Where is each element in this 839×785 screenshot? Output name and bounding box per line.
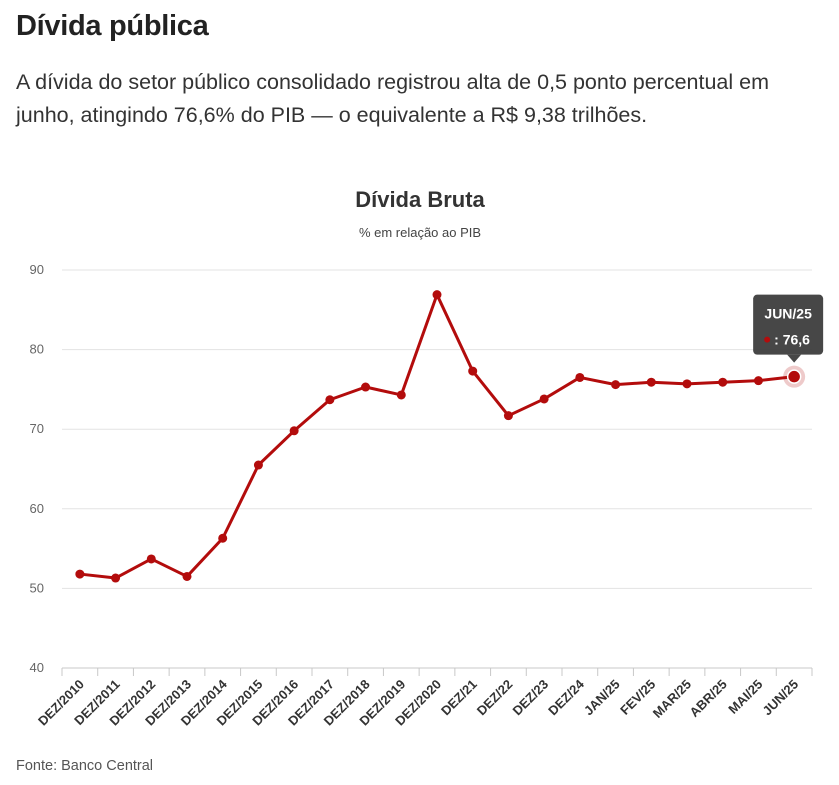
data-point: [182, 571, 192, 581]
grid: [62, 269, 812, 589]
data-point: [361, 382, 371, 392]
x-tick-label: JUN/25: [759, 677, 801, 719]
tooltip-series-marker: [764, 336, 771, 343]
page-title: Dívida pública: [16, 10, 209, 42]
line-chart: Dívida Bruta % em relação ao PIB 40 50 60 7…: [30, 187, 824, 729]
tooltip-pointer: [787, 354, 802, 363]
data-point: [325, 395, 335, 405]
x-tick-label: JAN/25: [581, 677, 623, 719]
data-point: [539, 394, 549, 404]
data-point-highlighted: [786, 369, 802, 384]
series: [75, 290, 806, 583]
data-point: [111, 573, 121, 583]
data-point: [718, 377, 728, 387]
data-point: [503, 411, 513, 421]
tooltip-category: JUN/25: [764, 306, 812, 322]
axes: 405060708090DEZ/2010DEZ/2011DEZ/2012DEZ/…: [30, 262, 813, 729]
data-point: [289, 426, 299, 436]
tooltip: JUN/25 : 76,6: [753, 294, 824, 363]
data-point: [575, 372, 585, 382]
y-tick-label: 50: [30, 580, 44, 595]
source-note: Fonte: Banco Central: [16, 758, 154, 774]
y-tick-label: 70: [30, 421, 44, 436]
data-point: [218, 533, 228, 543]
data-point: [146, 554, 156, 564]
data-point: [75, 569, 85, 579]
data-point: [753, 376, 763, 386]
data-point: [468, 366, 478, 376]
y-tick-label: 80: [30, 342, 44, 357]
tooltip-box: [753, 294, 824, 355]
x-tick-label: MAI/25: [725, 677, 765, 717]
y-tick-label: 60: [30, 501, 44, 516]
x-tick-label: DEZ/23: [509, 677, 551, 719]
data-point: [253, 460, 263, 470]
x-tick-label: MAR/25: [650, 677, 694, 721]
x-tick-label: DEZ/24: [545, 676, 587, 718]
chart-container: Dívida Bruta % em relação ao PIB 40 50 60 7…: [0, 170, 839, 750]
data-point: [396, 390, 406, 400]
data-point: [432, 290, 442, 300]
tooltip-value: : 76,6: [774, 332, 810, 348]
page-subtitle: A dívida do setor público consolidado re…: [16, 70, 769, 127]
x-tick-label: DEZ/21: [438, 677, 480, 719]
data-point: [646, 377, 656, 387]
y-tick-label: 40: [30, 660, 44, 675]
chart-subtitle: % em relação ao PIB: [359, 225, 481, 240]
data-point: [682, 379, 692, 389]
chart-title: Dívida Bruta: [355, 187, 485, 212]
data-point: [611, 380, 621, 390]
series-line: [78, 293, 796, 580]
y-tick-label: 90: [30, 262, 44, 277]
x-tick-label: ABR/25: [687, 677, 730, 720]
x-tick-label: DEZ/22: [474, 677, 516, 719]
